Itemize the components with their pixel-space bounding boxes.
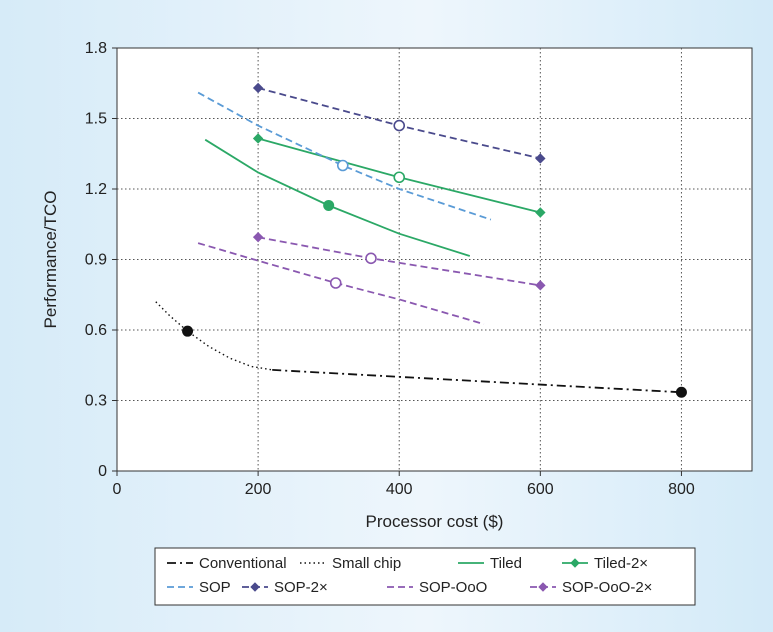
y-axis-title: Performance/TCO <box>41 191 60 329</box>
axis-ticks: 0 200 400 600 800 0 0.3 0.6 0.9 1.2 1.5 1.8 <box>85 40 695 498</box>
data-point-sop-ooo-2x <box>535 280 546 291</box>
legend-marker-sop-ooo-2x <box>538 582 548 592</box>
legend-label-tiled: Tiled <box>490 555 522 572</box>
y-tick-label: 0.6 <box>85 322 107 339</box>
x-tick-label: 800 <box>668 481 695 498</box>
legend-label-small-chip: Small chip <box>332 555 401 572</box>
legend-marker-tiled-2x <box>570 558 580 568</box>
legend-label-tiled-2x: Tiled-2× <box>594 555 648 572</box>
highlight-point-sop-ooo-2x <box>365 252 377 265</box>
highlight-point-tiled-2x <box>393 171 406 184</box>
x-tick-label: 400 <box>386 481 413 498</box>
data-point-tiled-2x <box>535 207 546 218</box>
legend-label-sop-ooo-2x: SOP-OoO-2× <box>562 579 652 596</box>
x-tick-label: 200 <box>245 481 272 498</box>
legend: Conventional Small chip Tiled Tiled-2× SOP SO… <box>154 547 696 606</box>
data-point-tiled-2x <box>252 133 264 144</box>
y-tick-label: 1.5 <box>85 111 107 128</box>
y-tick-label: 0.9 <box>85 252 107 269</box>
highlight-point-conventional <box>675 386 687 398</box>
grid <box>117 48 752 471</box>
highlight-point-sop-ooo <box>329 277 342 289</box>
y-tick-label: 1.8 <box>85 40 107 57</box>
legend-label-conventional: Conventional <box>199 555 287 572</box>
x-axis-title: Processor cost ($) <box>366 512 504 531</box>
data-point-sop-2x <box>252 82 264 94</box>
data-point-sop-ooo-2x <box>252 231 264 243</box>
data-point-sop-2x <box>535 153 546 164</box>
x-tick-label: 600 <box>527 481 554 498</box>
highlight-point-small-chip <box>182 325 194 337</box>
series-line-sop <box>197 91 492 221</box>
highlight-point-sop-2x <box>393 119 406 132</box>
series-line-conventional <box>272 369 682 394</box>
y-tick-label: 0 <box>98 463 107 480</box>
legend-marker-sop-2x <box>250 582 260 592</box>
y-tick-label: 1.2 <box>85 181 107 198</box>
data-markers <box>182 82 687 398</box>
highlight-point-sop <box>336 159 349 172</box>
y-tick-label: 0.3 <box>85 393 107 410</box>
x-tick-label: 0 <box>113 481 122 498</box>
legend-label-sop: SOP <box>199 579 231 596</box>
legend-box <box>154 547 696 606</box>
highlight-point-tiled <box>323 199 335 211</box>
legend-label-sop-2x: SOP-2× <box>274 579 328 596</box>
legend-label-sop-ooo: SOP-OoO <box>419 579 487 596</box>
